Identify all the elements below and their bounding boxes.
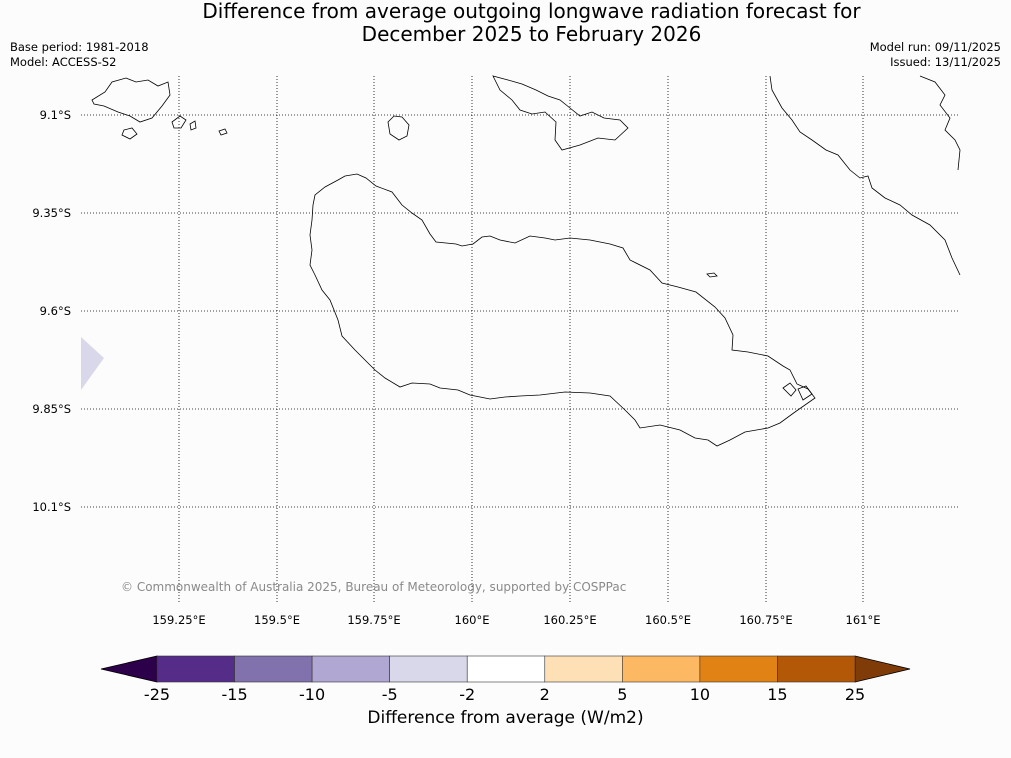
coastline-northwest-islands	[91, 77, 171, 123]
colorbar: -25 -15 -10 -5 -2 2 5 10 15 25	[100, 655, 911, 704]
colorbar-tick-label: 25	[845, 685, 865, 704]
colorbar-segment	[466, 655, 546, 683]
colorbar-tick-label: -2	[459, 685, 475, 704]
lat-label: 9.35°S	[32, 206, 71, 220]
coastline-malaita	[769, 75, 961, 276]
chart-title: Difference from average outgoing longwav…	[0, 0, 1011, 46]
map-area: 9.1°S9.35°S9.6°S9.85°S10.1°S 159.25°E 159…	[32, 75, 961, 627]
colorbar-tick-label: -5	[382, 685, 398, 704]
lat-label: 9.85°S	[32, 402, 71, 416]
colorbar-tick-label: 10	[690, 685, 710, 704]
coastlines	[91, 75, 961, 447]
meta-left: Base period: 1981-2018 Model: ACCESS-S2	[10, 40, 149, 70]
coastline-small-island	[387, 115, 410, 141]
lon-label: 160.5°E	[645, 613, 691, 627]
longitude-labels: 159.25°E 159.5°E 159.75°E 160°E 160.25°E 160.…	[152, 613, 880, 627]
colorbar-segment	[234, 655, 313, 683]
lat-label: 10.1°S	[32, 500, 71, 514]
lon-label: 160.75°E	[739, 613, 792, 627]
colorbar-over-arrow	[854, 655, 911, 683]
coastline-florida-islands	[492, 75, 629, 151]
colorbar-segment	[311, 655, 390, 683]
colorbar-tick-label: 5	[617, 685, 627, 704]
model-run: Model run: 09/11/2025	[869, 40, 1001, 54]
lat-label: 9.1°S	[40, 108, 71, 122]
title-line-2: December 2025 to February 2026	[361, 22, 702, 46]
lon-label: 159.5°E	[254, 613, 300, 627]
colorbar-segment	[699, 655, 778, 683]
coastline-islet	[706, 272, 718, 278]
lon-label: 159.25°E	[152, 613, 205, 627]
coastline-main-island	[309, 173, 816, 447]
colorbar-tick-label: 2	[540, 685, 550, 704]
colorbar-segment	[389, 655, 468, 683]
model-name: Model: ACCESS-S2	[10, 55, 117, 69]
meta-right: Model run: 09/11/2025 Issued: 13/11/2025	[870, 40, 1001, 70]
gridlines	[81, 76, 960, 603]
colorbar-tick-label: 15	[767, 685, 787, 704]
base-period: Base period: 1981-2018	[10, 40, 149, 54]
colorbar-ticks: -25 -15 -10 -5 -2 2 5 10 15 25	[144, 685, 865, 704]
title-line-1: Difference from average outgoing longwav…	[202, 0, 861, 23]
colorbar-tick-label: -15	[221, 685, 247, 704]
lat-label: 9.6°S	[40, 304, 71, 318]
colorbar-under-arrow	[100, 655, 158, 683]
colorbar-segment	[622, 655, 701, 683]
latitude-labels: 9.1°S 9.35°S 9.6°S 9.85°S 10.1°S	[32, 108, 71, 514]
anomaly-patch	[81, 337, 104, 390]
lon-label: 160°E	[455, 613, 490, 627]
colorbar-segment	[544, 655, 623, 683]
issued-date: Issued: 13/11/2025	[890, 55, 1001, 69]
lon-label: 161°E	[846, 613, 881, 627]
colorbar-segment	[156, 655, 235, 683]
colorbar-tick-label: -10	[299, 685, 325, 704]
colorbar-label: Difference from average (W/m2)	[367, 708, 644, 728]
colorbar-segment	[777, 655, 856, 683]
colorbar-segments	[156, 655, 856, 683]
copyright-notice: © Commonwealth of Australia 2025, Bureau…	[121, 580, 627, 594]
lon-label: 160.25°E	[543, 613, 596, 627]
lon-label: 159.75°E	[347, 613, 400, 627]
colorbar-tick-label: -25	[144, 685, 170, 704]
